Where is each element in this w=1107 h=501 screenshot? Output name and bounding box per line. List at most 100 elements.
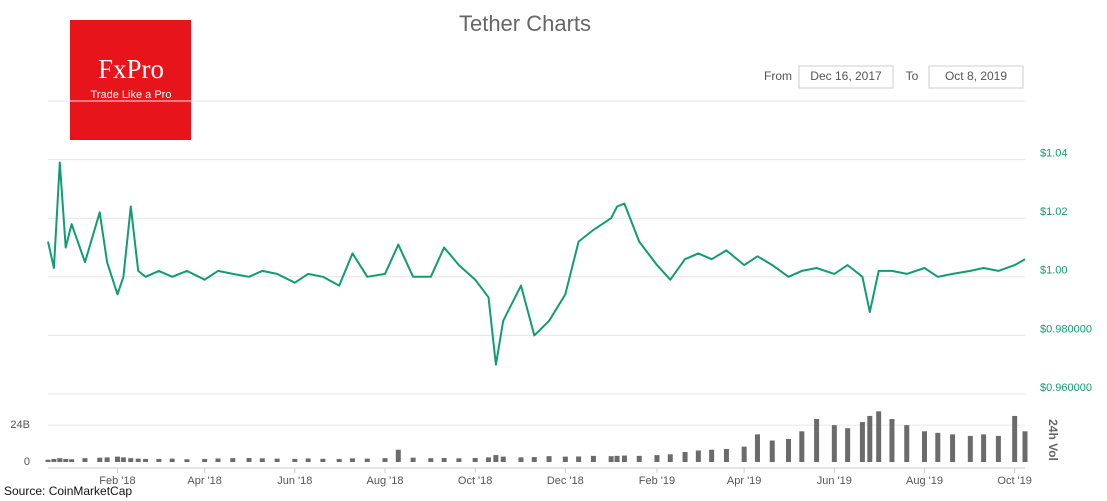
volume-bar — [292, 458, 298, 462]
volume-bar — [169, 458, 175, 462]
volume-bar — [382, 458, 388, 462]
x-tick-label: Oct '18 — [458, 475, 493, 487]
volume-bar — [754, 434, 760, 462]
volume-bar — [723, 448, 729, 462]
volume-bar — [472, 458, 478, 462]
volume-bar — [82, 458, 88, 462]
x-tick-label: Feb '19 — [639, 475, 675, 487]
volume-bar — [814, 419, 820, 462]
volume-bar — [349, 458, 355, 462]
price-line — [47, 161, 1026, 366]
volume-bar — [621, 455, 627, 462]
volume-bar — [230, 458, 236, 462]
to-date: Oct 8, 2019 — [945, 69, 1007, 83]
volume-bar — [904, 425, 910, 462]
volume-bar — [1022, 431, 1028, 462]
volume-bar — [51, 458, 57, 462]
y-tick-label: $0.960000 — [1040, 382, 1092, 394]
volume-bar — [143, 458, 149, 462]
volume-bar — [709, 449, 715, 462]
volume-bar — [246, 458, 252, 462]
logo-box — [70, 20, 191, 140]
volume-bar — [867, 415, 873, 462]
x-tick-label: Aug '19 — [906, 475, 943, 487]
y-tick-label: $1.04 — [1040, 148, 1068, 160]
volume-bar — [128, 458, 134, 462]
volume-bar — [562, 456, 568, 462]
x-tick-label: Apr '19 — [727, 475, 762, 487]
volume-bar — [636, 455, 642, 462]
volume-bar — [114, 456, 120, 462]
logo-brand: FxPro — [98, 54, 164, 84]
volume-bar — [104, 457, 110, 462]
x-tick-label: Dec '18 — [547, 475, 584, 487]
to-input[interactable] — [928, 65, 1024, 89]
from-input[interactable] — [798, 65, 894, 89]
x-tick-label: Jun '19 — [817, 475, 852, 487]
from-date: Dec 16, 2017 — [810, 69, 882, 83]
volume-bar — [831, 425, 837, 462]
volume-bar — [215, 458, 221, 462]
y-tick-label: $0.980000 — [1040, 323, 1092, 335]
logo-tagline: Trade Like a Pro — [91, 89, 172, 101]
chart-title: Tether Charts — [459, 11, 591, 36]
volume-bar — [741, 446, 747, 462]
volume-bar — [859, 422, 865, 462]
source: Source: CoinMarketCap — [4, 484, 132, 498]
volume-bar — [682, 452, 688, 462]
volume-bar — [428, 458, 434, 462]
volume-bar — [441, 458, 447, 462]
volume-bar — [320, 458, 326, 462]
volume-bar — [500, 456, 506, 462]
volume-bar — [274, 458, 280, 462]
volume-bar — [1012, 415, 1018, 462]
volume-bar — [259, 458, 265, 462]
volume-bar — [590, 455, 596, 462]
volume-bar — [156, 458, 162, 462]
from-label: From — [764, 69, 792, 83]
volume-bar — [135, 458, 141, 462]
volume-bar — [667, 454, 673, 462]
volume-bar — [786, 438, 792, 462]
volume-bar — [935, 432, 941, 462]
volume-bar — [531, 457, 537, 462]
volume-bar — [184, 459, 190, 462]
volume-axis-label: 24h Vol — [1046, 419, 1060, 461]
volume-bar — [967, 435, 973, 462]
x-tick-label: Feb '18 — [99, 475, 135, 487]
volume-bar — [654, 455, 660, 462]
volume-bar — [493, 455, 499, 462]
volume-bar — [97, 457, 103, 462]
volume-bar — [45, 459, 51, 462]
volume-bar — [921, 431, 927, 462]
volume-bar — [995, 435, 1001, 462]
volume-bar — [456, 458, 462, 462]
volume-bar — [769, 440, 775, 462]
volume-bar — [876, 411, 882, 462]
volume-bar — [889, 419, 895, 462]
volume-bar — [305, 458, 311, 462]
x-tick-label: Jun '18 — [277, 475, 312, 487]
volume-bar — [69, 459, 75, 462]
volume-bar — [63, 458, 69, 462]
volume-bar — [364, 458, 370, 462]
volume-bar — [395, 449, 401, 462]
volume-bar — [695, 450, 701, 462]
volume-bar — [410, 457, 416, 462]
y-tick-label: $1.00 — [1040, 265, 1068, 277]
volume-bar — [120, 457, 126, 462]
volume-bar — [485, 457, 491, 462]
volume-bar — [614, 455, 620, 462]
volume-bar — [576, 456, 582, 462]
volume-tick-label: 24B — [10, 419, 30, 431]
volume-bar — [546, 456, 552, 462]
y-tick-label: $1.02 — [1040, 206, 1068, 218]
to-label: To — [906, 69, 919, 83]
volume-tick-label: 0 — [24, 456, 30, 468]
volume-bar — [981, 434, 987, 462]
x-tick-label: Aug '18 — [367, 475, 404, 487]
x-tick-label: Apr '18 — [187, 475, 222, 487]
volume-bar — [518, 457, 524, 462]
volume-bar — [336, 458, 342, 462]
